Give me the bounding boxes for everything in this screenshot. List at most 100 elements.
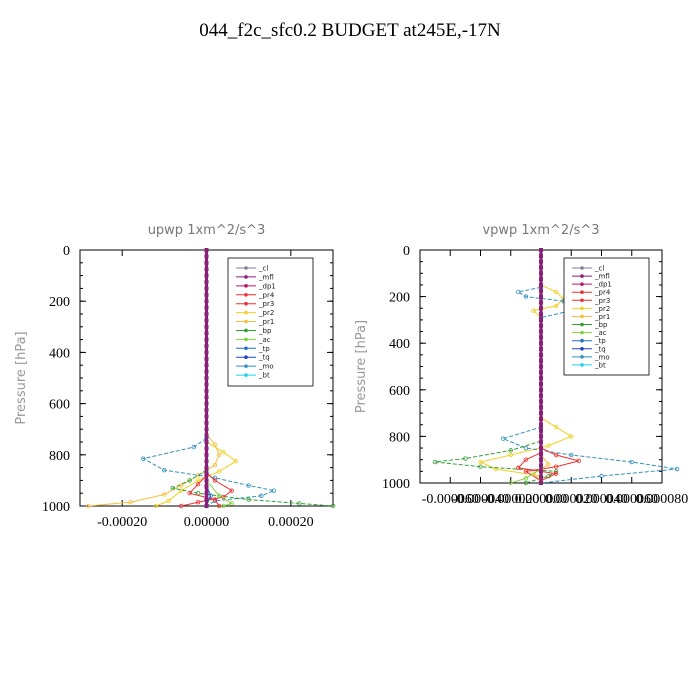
panel-title: upwp 1xm^2/s^3 [148,223,266,238]
series-point-mo [259,493,264,498]
series-line-bp [435,440,558,484]
series-point-mfl [204,248,209,252]
series-point-mfl [539,376,543,381]
series-point-bp [478,464,483,469]
legend-marker [244,373,248,377]
figure-title: 044_f2c_sfc0.2 BUDGET at245E,-17N [199,20,501,41]
series-point-mfl [204,465,209,470]
series-line-mo [141,437,276,507]
series-point-mfl [539,306,543,311]
y-tick-label: 600 [389,384,410,399]
legend-marker [244,346,248,351]
series-point-pr1 [216,452,222,457]
series-point-pr2 [508,452,513,458]
legend-marker [244,310,248,315]
legend-label: _pr4 [258,291,275,299]
legend-label: _cl [258,265,268,273]
y-tick-label: 200 [389,291,410,306]
series-point-mfl [204,369,209,374]
series-point-mfl [204,497,209,502]
series-point-pr3 [516,465,521,471]
legend-marker [580,314,584,319]
x-tick-label: 0.00000 [184,515,230,530]
series-line-bp [171,469,334,507]
series-point-ac [508,480,513,486]
series-point-mfl [204,337,209,342]
series-point-mo [162,467,167,473]
legend-marker [580,330,584,335]
series-point-mfl [539,317,543,322]
series-point-mfl [539,253,543,258]
series-point-mfl [204,459,209,464]
series-point-bp [553,469,559,474]
series-line-pr2 [155,441,237,507]
y-axis-label: Pressure [hPa] [14,331,29,424]
x-tick-label: 0.000040 [575,492,628,507]
series-point-mfl [539,387,543,392]
series-point-mfl [204,452,209,457]
series-point-pr4 [229,488,234,493]
series-point-mfl [539,422,543,427]
series-point-mfl [204,299,209,304]
legend-marker [580,363,584,367]
series-point-ac [229,501,234,506]
series-point-mfl [539,370,543,375]
series-point-mo [569,452,574,458]
series-line-pr3 [188,474,220,507]
series-point-mfl [204,491,209,496]
legend-label: _bt [594,361,606,369]
x-tick-label: 0.000000 [515,492,568,507]
series-point-pr2 [553,424,559,430]
series-point-pr1 [212,462,218,468]
legend-marker [244,319,248,324]
series-point-mfl [204,433,209,438]
series-point-pr2 [153,503,159,509]
legend-marker [244,301,248,306]
series-point-mfl [539,399,543,404]
series-point-mfl [539,428,543,433]
series-point-mfl [204,401,209,406]
series-point-mfl [539,393,543,398]
series-point-pr1 [128,499,133,505]
series-point-pr2 [221,450,226,455]
series-point-mfl [204,414,209,419]
series-point-mfl [539,265,543,270]
legend-label: _mfl [258,273,274,281]
series-point-mfl [539,271,543,276]
series-point-mfl [539,451,543,456]
series-point-mfl [539,323,543,328]
y-tick-label: 200 [49,295,70,310]
x-tick-label: 0.00020 [268,515,314,530]
series-point-pr2 [531,308,536,313]
series-point-mfl [539,282,543,287]
legend-label: _mfl [594,273,610,281]
series-point-mfl [204,478,209,483]
series-point-mfl [204,305,209,310]
series-point-mfl [539,381,543,386]
legend-marker [580,274,584,278]
series-point-pr4 [553,452,559,458]
series-point-mfl [539,440,543,445]
series-point-mfl [539,434,543,439]
legend-label: _tp [594,337,606,345]
series-point-bp [187,478,192,483]
series-point-mfl [204,324,209,329]
x-tick-label: -0.00020 [97,515,147,530]
series-point-mo [212,475,218,481]
series-point-mfl [539,294,543,299]
legend-label: _pr1 [594,313,610,321]
series-point-mfl [539,341,543,346]
series-point-pr1 [162,492,167,497]
series-point-mfl [539,457,543,462]
x-tick-label: 0.000080 [636,492,689,507]
series-point-bp [432,459,438,465]
series-point-pr2 [216,469,222,474]
legend-label: _ac [258,336,271,344]
y-tick-label: 1000 [42,500,70,515]
series-point-mfl [204,420,209,425]
x-tick-label: 0.000020 [545,492,598,507]
y-axis-label: Pressure [hPa] [354,320,369,413]
series-point-mfl [204,446,209,451]
plot-panel-2: vpwp 1xm^2/s^3 Pressure [hPa] 0 200 400 600 80… [354,223,688,507]
